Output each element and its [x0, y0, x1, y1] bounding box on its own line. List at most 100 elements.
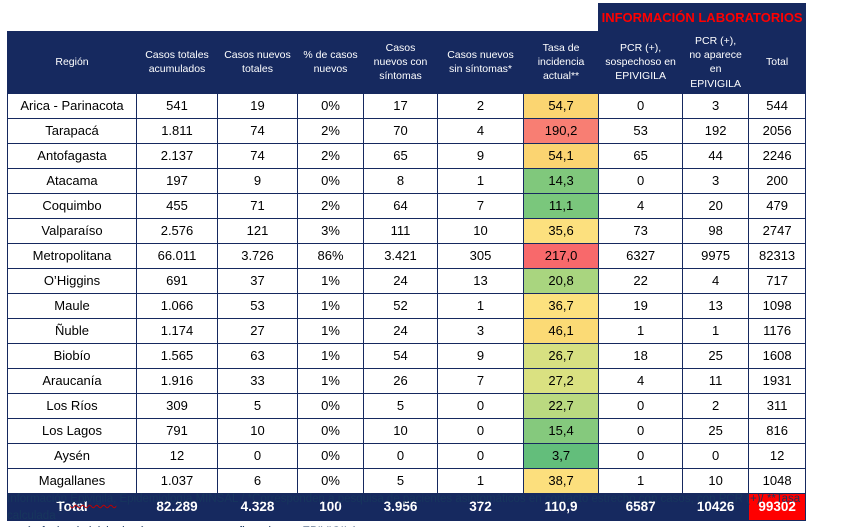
cell-con-sintomas: 24: [363, 317, 438, 344]
cell-tasa-incidencia: 14,3: [522, 167, 600, 194]
cell-region: Los Lagos: [7, 417, 137, 444]
cell-con-sintomas: 10: [363, 417, 438, 444]
cell-pcr-sospechoso: 4: [598, 367, 684, 394]
table-row: Magallanes 1.037 6 0% 5 1 38,7 1 10 1048: [7, 467, 807, 494]
col-header-region: Región: [7, 31, 137, 94]
cell-sin-sintomas: 10: [437, 217, 524, 244]
cell-tasa-incidencia: 20,8: [522, 267, 600, 294]
cell-pcr-no-aparece: 10: [682, 467, 750, 494]
cell-pcr-sospechoso: 22: [598, 267, 684, 294]
cell-con-sintomas: 70: [363, 117, 438, 144]
cell-tasa-incidencia: 22,7: [522, 392, 600, 419]
cell-casos-nuevos: 10: [217, 417, 298, 444]
cell-total: 1176: [748, 317, 807, 344]
cell-pcr-sospechoso: 6327: [598, 242, 684, 269]
cell-pcr-sospechoso: 18: [598, 342, 684, 369]
cell-pct-nuevos: 0%: [297, 167, 364, 194]
cell-sin-sintomas: 9: [437, 342, 524, 369]
cell-con-sintomas: 52: [363, 292, 438, 319]
cell-casos-totales: 691: [136, 267, 218, 294]
cell-casos-nuevos: 74: [217, 142, 298, 169]
cell-total: 544: [748, 92, 807, 119]
cell-tasa-incidencia: 3,7: [522, 442, 600, 469]
cell-total: 2747: [748, 217, 807, 244]
cell-pct-nuevos: 86%: [297, 242, 364, 269]
cell-sin-sintomas: 0: [437, 392, 524, 419]
misspelled-word: Epivigila,: [70, 493, 117, 505]
cell-sin-sintomas: 13: [437, 267, 524, 294]
cell-casos-nuevos: 19: [217, 92, 298, 119]
table-row: Biobío 1.565 63 1% 54 9 26,7 18 25 1608: [7, 342, 807, 369]
total-con-sintomas: 3.956: [363, 492, 438, 521]
cell-sin-sintomas: 7: [437, 192, 524, 219]
cell-pct-nuevos: 0%: [297, 442, 364, 469]
cell-con-sintomas: 17: [363, 92, 438, 119]
cell-tasa-incidencia: 54,1: [522, 142, 600, 169]
cell-sin-sintomas: 9: [437, 142, 524, 169]
cell-tasa-incidencia: 26,7: [522, 342, 600, 369]
cell-pcr-sospechoso: 0: [598, 392, 684, 419]
cell-pcr-no-aparece: 1: [682, 317, 750, 344]
cell-con-sintomas: 26: [363, 367, 438, 394]
cell-casos-totales: 1.174: [136, 317, 218, 344]
cell-casos-totales: 541: [136, 92, 218, 119]
total-label: Total: [7, 492, 137, 521]
cell-casos-nuevos: 27: [217, 317, 298, 344]
col-header-pcr-sospechoso: PCR (+), sospechoso en EPIVIGILA: [598, 31, 684, 94]
table-row: Tarapacá 1.811 74 2% 70 4 190,2 53 192 2…: [7, 117, 807, 144]
table-row: Valparaíso 2.576 121 3% 111 10 35,6 73 9…: [7, 217, 807, 244]
cell-pct-nuevos: 1%: [297, 367, 364, 394]
cell-casos-totales: 791: [136, 417, 218, 444]
cell-region: Coquimbo: [7, 192, 137, 219]
cell-pcr-no-aparece: 9975: [682, 242, 750, 269]
cell-region: Antofagasta: [7, 142, 137, 169]
cell-pct-nuevos: 0%: [297, 467, 364, 494]
cell-region: Tarapacá: [7, 117, 137, 144]
cell-casos-totales: 455: [136, 192, 218, 219]
col-header-total: Total: [748, 31, 807, 94]
cell-casos-totales: 1.811: [136, 117, 218, 144]
cell-pcr-no-aparece: 13: [682, 292, 750, 319]
cell-tasa-incidencia: 54,7: [522, 92, 600, 119]
cell-tasa-incidencia: 190,2: [522, 117, 600, 144]
cell-region: O’Higgins: [7, 267, 137, 294]
cell-pcr-sospechoso: 0: [598, 417, 684, 444]
cell-pcr-no-aparece: 4: [682, 267, 750, 294]
cell-pct-nuevos: 2%: [297, 142, 364, 169]
cell-region: Arica - Parinacota: [7, 92, 137, 119]
cell-total: 311: [748, 392, 807, 419]
total-pcr-no-aparece: 10426: [682, 492, 750, 521]
cell-casos-totales: 2.576: [136, 217, 218, 244]
source-footnote: Información Epivigila, Epidemiología MIN…: [7, 491, 843, 527]
cell-casos-nuevos: 3.726: [217, 242, 298, 269]
table-row: Atacama 197 9 0% 8 1 14,3 0 3 200: [7, 167, 807, 194]
cell-pcr-no-aparece: 98: [682, 217, 750, 244]
cell-pcr-no-aparece: 3: [682, 167, 750, 194]
table-row: Los Lagos 791 10 0% 10 0 15,4 0 25 816: [7, 417, 807, 444]
cell-con-sintomas: 65: [363, 142, 438, 169]
cell-casos-nuevos: 0: [217, 442, 298, 469]
cell-region: Magallanes: [7, 467, 137, 494]
cell-total: 12: [748, 442, 807, 469]
total-pcr-sospechoso: 6587: [598, 492, 684, 521]
cell-pct-nuevos: 1%: [297, 267, 364, 294]
cell-sin-sintomas: 7: [437, 367, 524, 394]
cell-pct-nuevos: 1%: [297, 342, 364, 369]
cell-region: Los Ríos: [7, 392, 137, 419]
cell-con-sintomas: 24: [363, 267, 438, 294]
total-casos-nuevos: 4.328: [217, 492, 298, 521]
table-row: Metropolitana 66.011 3.726 86% 3.421 305…: [7, 242, 807, 269]
cell-tasa-incidencia: 11,1: [522, 192, 600, 219]
cell-tasa-incidencia: 35,6: [522, 217, 600, 244]
cell-sin-sintomas: 3: [437, 317, 524, 344]
cell-casos-nuevos: 121: [217, 217, 298, 244]
cell-pcr-no-aparece: 44: [682, 142, 750, 169]
cell-casos-nuevos: 63: [217, 342, 298, 369]
cell-pct-nuevos: 1%: [297, 292, 364, 319]
cell-casos-totales: 1.565: [136, 342, 218, 369]
cell-pcr-sospechoso: 0: [598, 167, 684, 194]
cell-region: Metropolitana: [7, 242, 137, 269]
cell-con-sintomas: 111: [363, 217, 438, 244]
cell-sin-sintomas: 305: [437, 242, 524, 269]
cell-con-sintomas: 5: [363, 392, 438, 419]
